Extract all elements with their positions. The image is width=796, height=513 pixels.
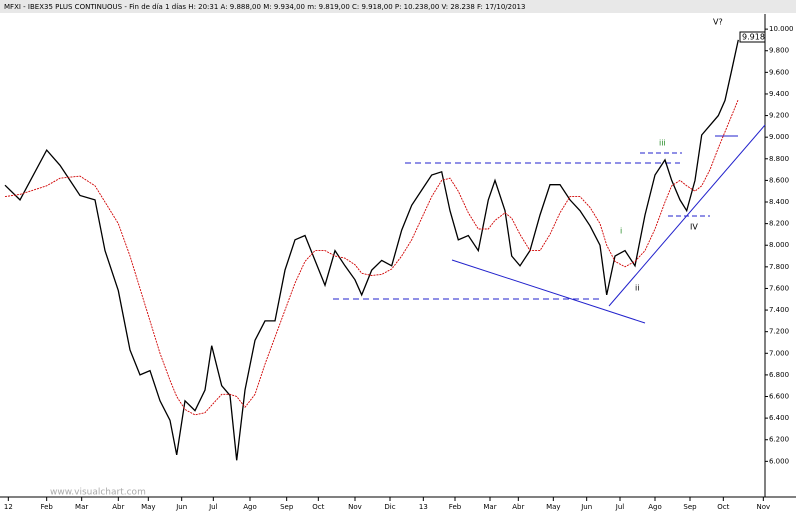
y-tick-label: 10.000 [769, 25, 794, 33]
wave-label: IV [690, 223, 698, 232]
price-label: 9.918 [742, 33, 765, 42]
y-tick-label: 7.600 [769, 284, 789, 292]
y-tick-label: 9.800 [769, 47, 789, 55]
x-tick-label: Ago [648, 503, 662, 511]
lower-trendline [451, 259, 646, 324]
x-tick-label: Jun [580, 503, 592, 511]
x-tick-label: Oct [312, 503, 324, 511]
y-tick-label: 9.000 [769, 133, 789, 141]
header-text: MFXI - IBEX35 PLUS CONTINUOUS - Fin de d… [4, 3, 525, 11]
y-tick-label: 8.200 [769, 220, 789, 228]
y-tick-label: 9.200 [769, 112, 789, 120]
y-tick-label: 6.800 [769, 371, 789, 379]
x-tick-label: Feb [449, 503, 462, 511]
x-tick-label: Nov [348, 503, 362, 511]
moving-average [4, 99, 739, 416]
watermark: www.visualchart.com [50, 488, 146, 498]
y-tick-label: 9.600 [769, 68, 789, 76]
x-tick-label: Abr [112, 503, 124, 511]
y-tick-label: 7.200 [769, 328, 789, 336]
wave-label: iii [659, 139, 666, 148]
y-tick-label: 7.800 [769, 263, 789, 271]
y-tick-label: 8.000 [769, 241, 789, 249]
x-tick-label: Mar [75, 503, 88, 511]
x-tick-label: 12 [4, 503, 13, 511]
x-tick-label: Ago [243, 503, 257, 511]
x-tick-label: Jun [175, 503, 187, 511]
x-tick-label: Feb [40, 503, 53, 511]
x-tick-label: Jul [615, 503, 625, 511]
header-bar [0, 0, 796, 13]
x-tick-label: Sep [683, 503, 697, 511]
x-tick-label: May [546, 503, 560, 511]
x-tick-label: Nov [756, 503, 770, 511]
x-tick-label: Sep [280, 503, 294, 511]
y-tick-label: 8.800 [769, 155, 789, 163]
y-tick-label: 6.400 [769, 414, 789, 422]
x-tick-label: Abr [512, 503, 524, 511]
x-tick-label: May [141, 503, 155, 511]
wave-label: V? [713, 18, 723, 27]
y-tick-label: 7.400 [769, 306, 789, 314]
y-tick-label: 9.400 [769, 90, 789, 98]
y-tick-label: 7.000 [769, 349, 789, 357]
x-tick-label: 13 [419, 503, 428, 511]
x-tick-label: Oct [717, 503, 729, 511]
y-tick-label: 8.600 [769, 176, 789, 184]
x-tick-label: Mar [483, 503, 496, 511]
x-tick-label: Jul [208, 503, 218, 511]
wave-label: i [620, 227, 622, 236]
trendlines [333, 124, 766, 324]
y-tick-label: 8.400 [769, 198, 789, 206]
y-tick-label: 6.000 [769, 457, 789, 465]
x-tick-label: Dic [384, 503, 395, 511]
wave-label: ii [635, 284, 639, 293]
y-tick-label: 6.600 [769, 393, 789, 401]
price-box [739, 31, 766, 43]
y-tick-label: 6.200 [769, 436, 789, 444]
price-line [4, 39, 739, 461]
